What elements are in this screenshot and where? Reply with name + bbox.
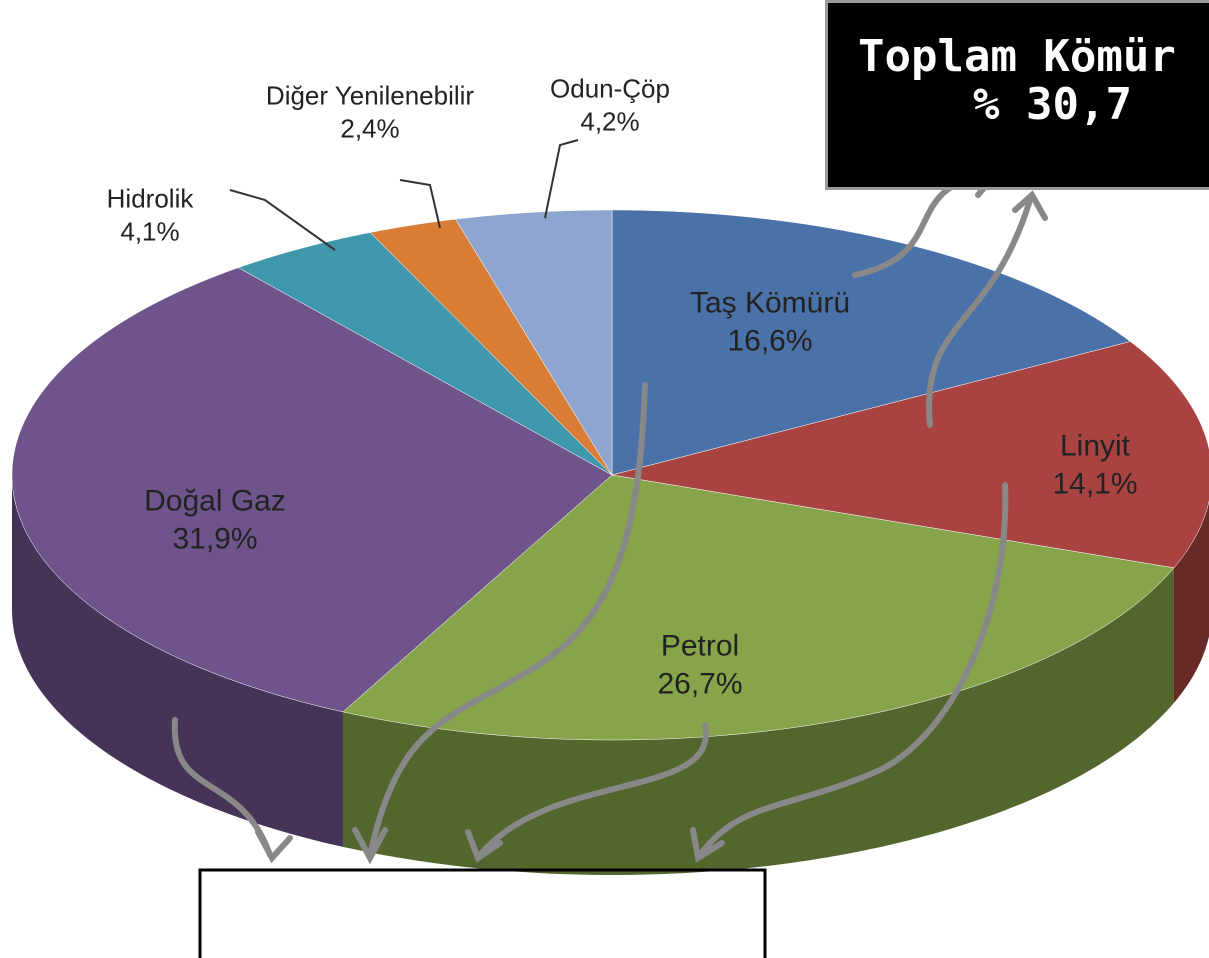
category-label: Hidrolik — [106, 183, 194, 214]
category-label: Odun-Çöp — [550, 73, 670, 104]
arrow-head — [1012, 190, 1048, 221]
value-label: 2,4% — [340, 113, 400, 143]
slice-side — [12, 475, 343, 847]
annotation-box: Toplam Kömür % 30,7 — [825, 0, 1209, 190]
leader — [544, 139, 579, 219]
arrow — [477, 722, 709, 858]
slice-label: Linyit 14,1% — [1015, 428, 1175, 503]
slice-side — [1173, 501, 1209, 703]
category-label: Petrol — [660, 629, 740, 663]
value-label: 4,2% — [580, 106, 640, 136]
category-label: Diğer Yenilenebilir — [265, 80, 475, 111]
arrow-head — [255, 829, 293, 864]
slice — [11, 267, 613, 713]
value-label: 26,7% — [657, 667, 743, 700]
slice — [455, 209, 613, 476]
leader-lines — [229, 139, 579, 251]
annotation: % 30,7 — [973, 79, 1132, 131]
slice-label: Petrol 26,7% — [600, 628, 800, 703]
arrow-head — [465, 829, 503, 863]
arrow-head — [690, 827, 725, 863]
arrow — [171, 717, 273, 858]
slice — [611, 341, 1209, 569]
slice-label: Odun-Çöp 4,2% — [510, 73, 710, 138]
slice-label: Diğer Yenilenebilir 2,4% — [255, 80, 485, 145]
slice-label: Taş Kömürü 16,6% — [665, 285, 875, 360]
arrow-head — [352, 827, 388, 865]
category-label: Taş Kömürü — [689, 286, 851, 320]
slice-side — [342, 567, 1174, 875]
leader — [229, 189, 336, 251]
value-label: 4,1% — [120, 216, 180, 246]
annotation: Toplam Kömür — [858, 31, 1176, 82]
value-label: 14,1% — [1052, 467, 1138, 500]
target-box — [198, 868, 767, 958]
leader — [399, 179, 441, 229]
slice — [369, 218, 613, 476]
category-label: Linyit — [1059, 429, 1131, 463]
value-label: 16,6% — [727, 324, 813, 357]
arrow — [367, 382, 648, 858]
arrow — [697, 482, 1009, 858]
slice-label: Hidrolik 4,1% — [60, 183, 240, 248]
arrow — [926, 197, 1033, 428]
value-label: 31,9% — [172, 522, 258, 555]
slice-label: Doğal Gaz 31,9% — [100, 483, 330, 558]
category-label: Doğal Gaz — [144, 484, 286, 518]
slice — [237, 232, 613, 476]
